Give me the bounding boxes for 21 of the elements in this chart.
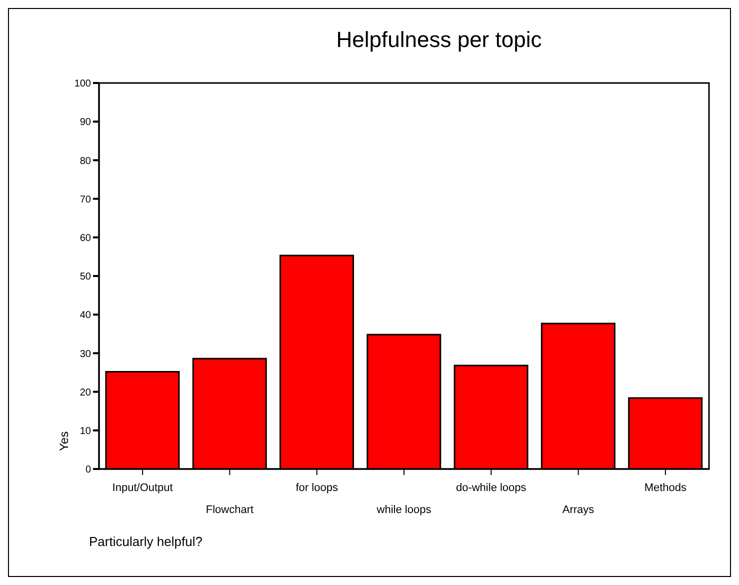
y-tick-label: 50 — [80, 272, 92, 283]
x-tick-label: Methods — [644, 482, 688, 494]
y-tick-label: 70 — [80, 194, 92, 206]
y-tick-label: 80 — [80, 156, 92, 167]
y-tick-label: 100 — [74, 78, 92, 90]
x-tick-label: Arrays — [562, 504, 595, 516]
x-tick-label: Flowchart — [206, 504, 254, 516]
y-tick-label: 20 — [80, 387, 92, 398]
x-tick-label: for loops — [296, 482, 338, 494]
x-axis-title: Particularly helpful? — [89, 534, 202, 549]
x-tick-label: do-while loops — [456, 482, 527, 494]
chart-title: Helpfulness per topic — [335, 27, 543, 53]
y-tick-label: 0 — [85, 464, 92, 476]
y-tick-label: 40 — [80, 310, 92, 322]
x-tick-label: while loops — [376, 504, 432, 516]
y-tick-label: 90 — [80, 117, 92, 128]
x-tick-label: Input/Output — [112, 482, 173, 494]
y-tick-label: 10 — [80, 426, 92, 437]
y-tick-label: 30 — [80, 348, 92, 360]
y-axis-title: Yes — [57, 431, 71, 451]
y-tick-label: 60 — [80, 232, 92, 244]
